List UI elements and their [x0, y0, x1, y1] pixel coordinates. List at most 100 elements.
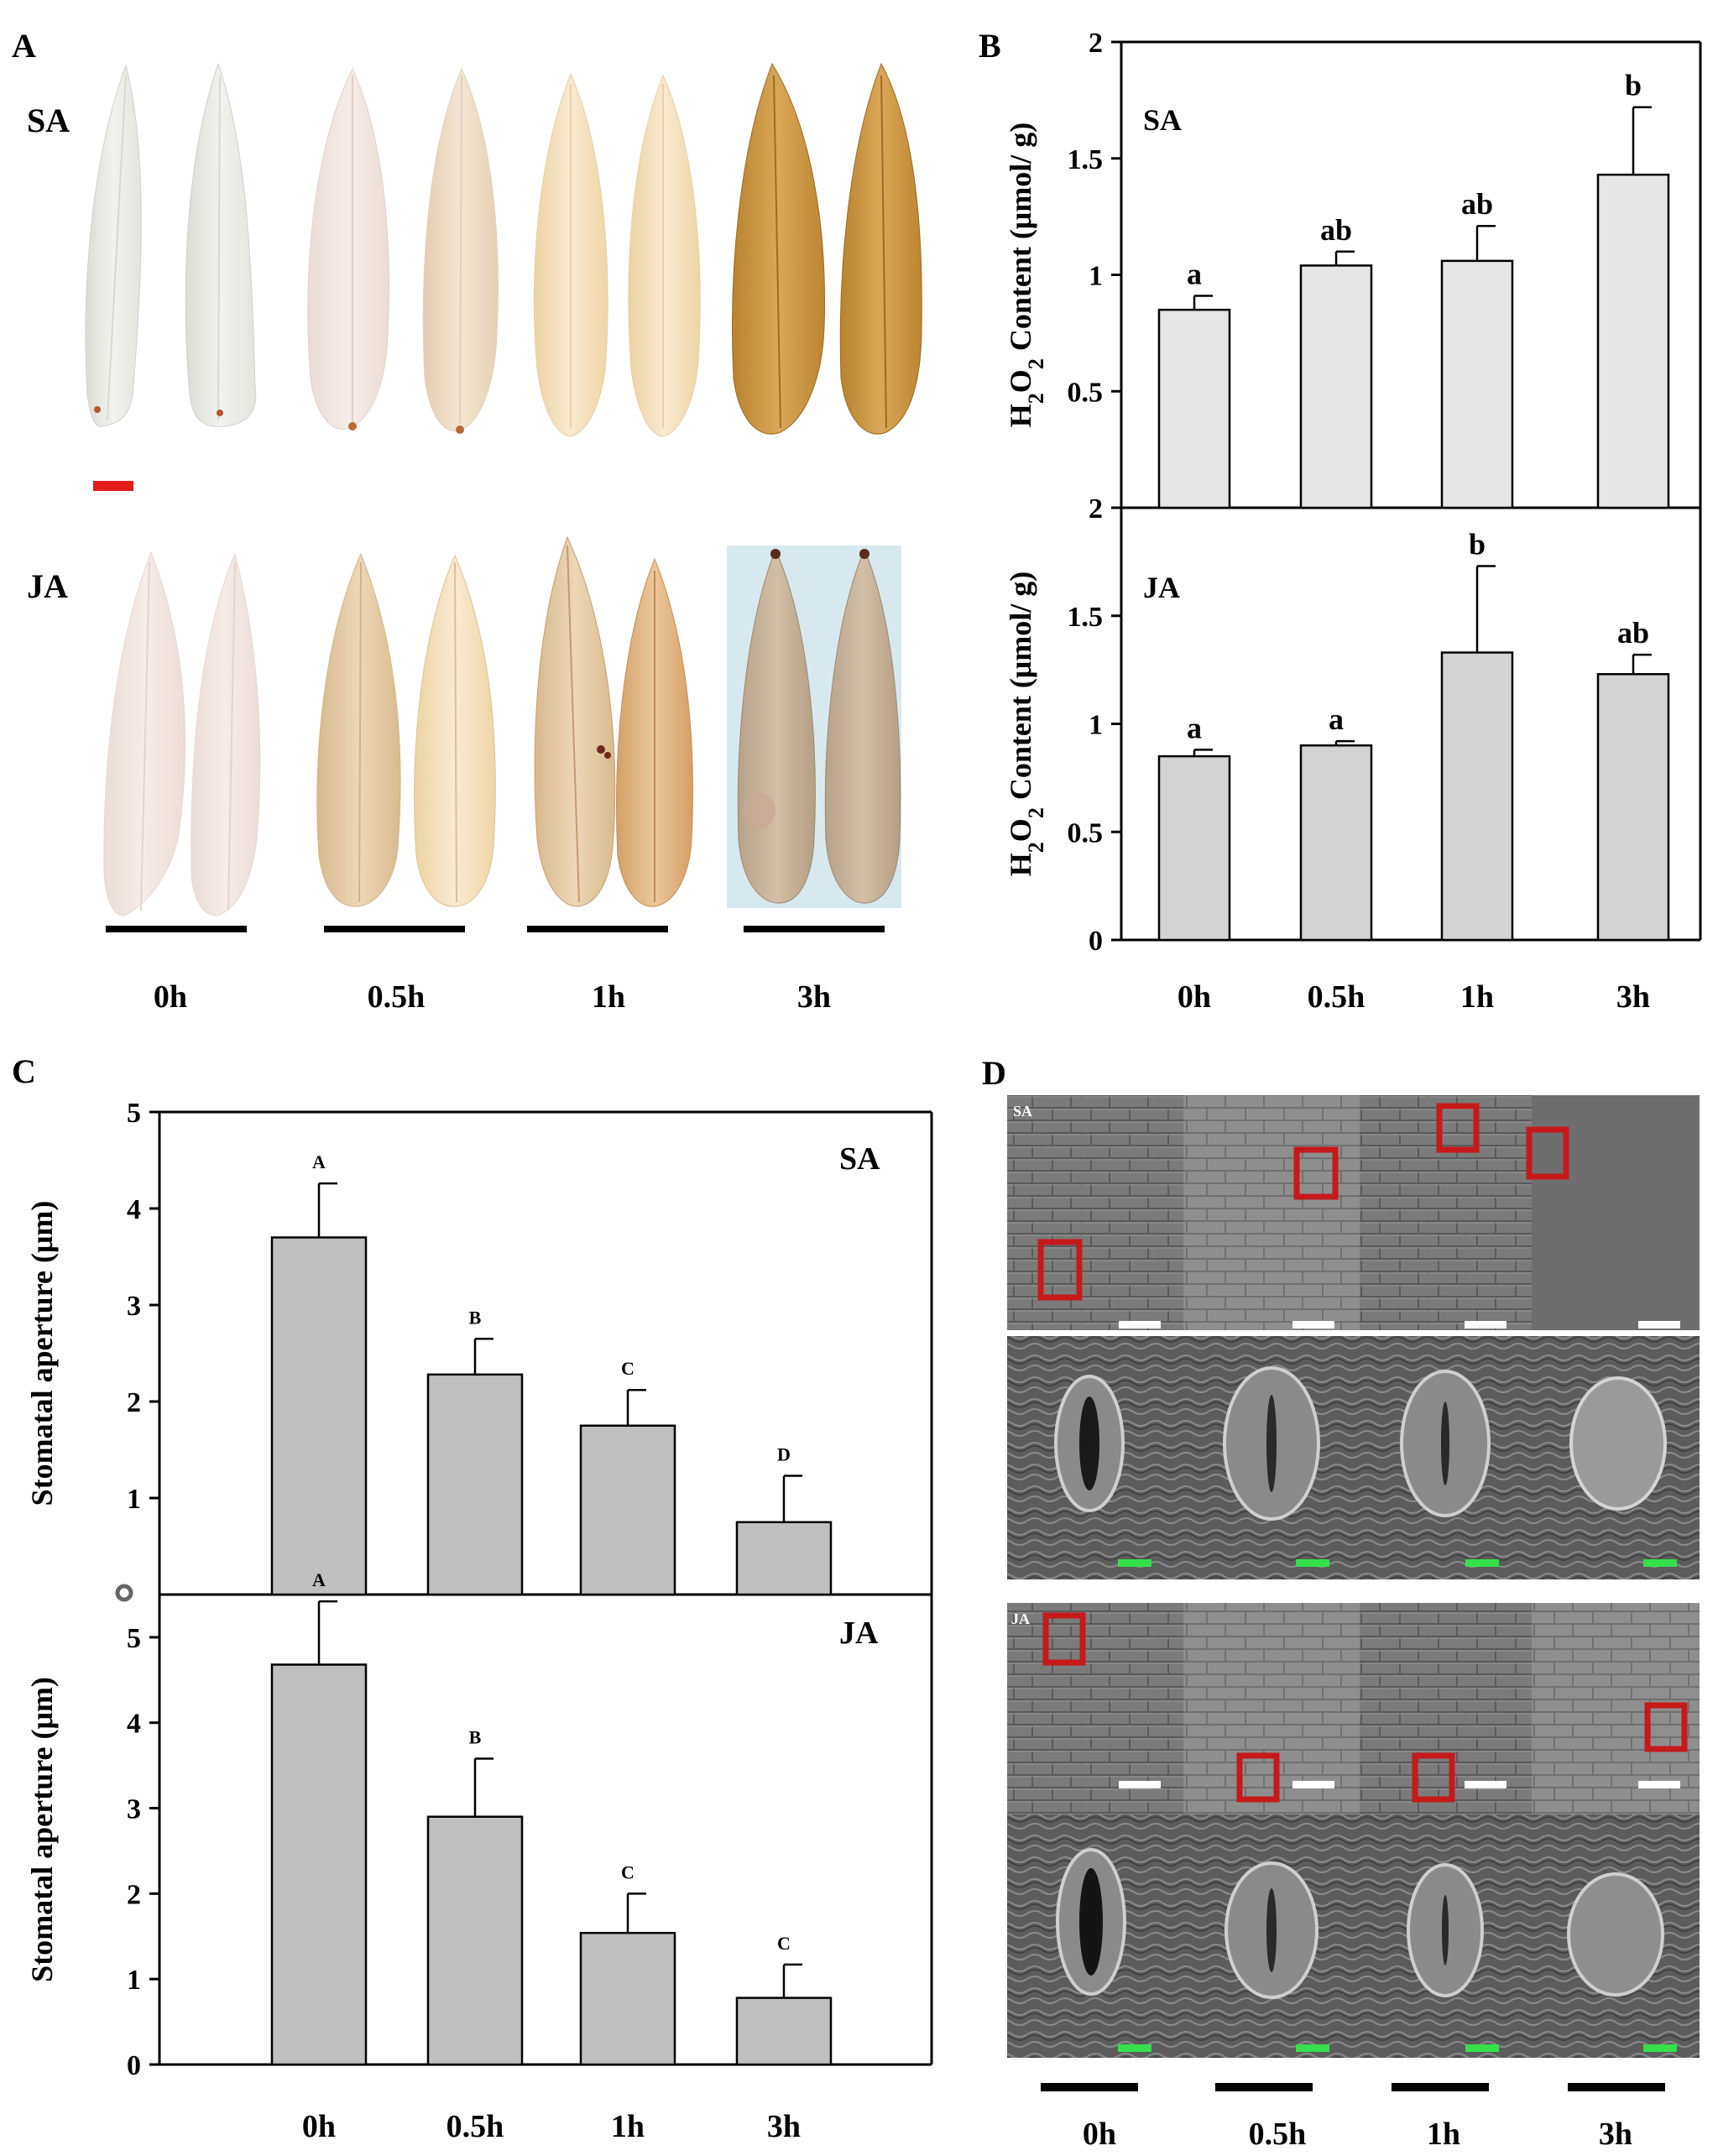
petal-photo-ja-3h — [727, 546, 901, 908]
panel-d-scale-bar-0-5h — [1215, 2083, 1313, 2091]
stoma-frame-ja-0h — [1042, 1612, 1086, 1666]
b-ja-x-tick-label: 0.5h — [1308, 979, 1366, 1015]
panel-a-time-label-2: 1h — [592, 979, 625, 1015]
panel-b-letter: B — [979, 27, 1001, 65]
panel-a-time-label-1: 0.5h — [368, 979, 426, 1015]
stoma-frame-ja-1h — [1412, 1752, 1455, 1803]
panel-d-ja-label: JA — [1011, 1610, 1030, 1627]
panel-d-time-label-1: 0.5h — [1249, 2117, 1307, 2152]
c-ja-treatment-label: JA — [839, 1616, 879, 1651]
stray-circle-mark — [115, 1584, 133, 1602]
sem-ja-closeup-row — [1007, 1814, 1700, 2058]
white-scale-bar-ja-0-5h — [1292, 1781, 1334, 1788]
green-scale-bar-sa-3h — [1643, 1559, 1677, 1567]
panel-a-time-label-0: 0h — [154, 979, 187, 1015]
chart-c-ja: 5 4 3 2 1 0 A 0h B 0.5h C 1h C 3h JA Stomatal aperture … — [25, 1569, 933, 2144]
petal-photo-sa-0h — [82, 59, 284, 453]
petal-photo-ja-0-5h — [316, 552, 496, 907]
b-sa-treatment-label: SA — [1143, 103, 1182, 137]
c-sa-ytick-label: 4 — [127, 1194, 141, 1225]
c-ja-bar — [426, 1815, 524, 2066]
c-ja-x-tick-label: 0.5h — [446, 2109, 504, 2144]
b-ja-x-tick-label: 3h — [1616, 979, 1650, 1015]
panel-a-row1-label: SA — [27, 102, 70, 139]
c-ja-ytick-label: 1 — [127, 1965, 141, 1996]
c-sa-bar — [579, 1424, 676, 1596]
panel-c-letter: C — [12, 1052, 36, 1090]
b-sa-bar — [1299, 264, 1373, 509]
chart-b-sa: 2 1.5 1 0.5 a ab ab b SA H2O2 Content (μmol/ g) — [1004, 28, 1702, 509]
white-scale-bar-sa-1h — [1465, 1321, 1507, 1329]
c-sa-bar — [270, 1236, 368, 1596]
sem-sa-closeup-row — [1007, 1336, 1700, 1579]
chart-c-sa: 5 4 3 2 1 A B C D SA Stomatal aperture (μm) — [25, 1098, 933, 1596]
b-ja-bar — [1596, 673, 1670, 942]
c-sa-y-axis-label: Stomatal aperture (μm) — [25, 1201, 59, 1506]
c-ja-ytick-label: 4 — [127, 1709, 141, 1740]
b-ja-x-tick-label: 1h — [1460, 979, 1494, 1015]
scale-bar-0h — [106, 926, 247, 932]
b-sa-bar — [1157, 308, 1231, 509]
white-scale-bar-ja-3h — [1638, 1781, 1680, 1788]
white-scale-bar-sa-0h — [1119, 1321, 1161, 1329]
b-ja-ytick-label: 2 — [1089, 493, 1103, 525]
c-sa-ytick-label: 1 — [127, 1484, 141, 1515]
c-sa-significance-letter: C — [621, 1358, 634, 1379]
b-ja-y-axis-label: H2O2 Content (μmol/ g) — [1004, 572, 1048, 876]
panel-d-scale-bar-3h — [1568, 2083, 1665, 2091]
green-scale-bar-ja-0h — [1118, 2044, 1151, 2052]
b-sa-significance-letter: b — [1625, 69, 1642, 102]
c-ja-bar — [270, 1663, 368, 2066]
panel-d-letter: D — [982, 1054, 1006, 1092]
panel-a: A SA JA — [12, 27, 922, 1015]
b-ja-significance-letter: ab — [1617, 616, 1649, 650]
b-ja-bar — [1157, 754, 1231, 942]
panel-d-time-label-0: 0h — [1083, 2117, 1116, 2152]
scale-bar-1h — [527, 926, 668, 932]
c-sa-ytick-label: 5 — [127, 1098, 141, 1129]
c-sa-ytick-label: 3 — [127, 1291, 141, 1322]
petal-photo-ja-0h — [103, 551, 261, 916]
b-sa-ytick-label: 2 — [1089, 28, 1103, 59]
panel-c: C 5 4 3 2 1 A B C D SA Stomatal aperture (μm) 5 4 3 2… — [12, 1052, 933, 2144]
b-sa-ytick-label: 1 — [1089, 261, 1103, 292]
b-sa-y-axis-label: H2O2 Content (μmol/ g) — [1004, 123, 1048, 427]
b-ja-bar — [1299, 744, 1373, 942]
panel-d-time-label-2: 1h — [1427, 2117, 1460, 2152]
c-ja-y-axis-label: Stomatal aperture (μm) — [25, 1677, 59, 1982]
green-scale-bar-sa-0-5h — [1296, 1559, 1329, 1567]
b-sa-significance-letter: ab — [1320, 213, 1352, 247]
b-ja-ytick-label: 1 — [1089, 710, 1103, 741]
c-ja-x-tick-label: 0h — [302, 2109, 336, 2144]
panel-d-sa-label: SA — [1013, 1103, 1032, 1120]
panel-d-time-label-3: 3h — [1599, 2117, 1632, 2152]
green-scale-bar-ja-0-5h — [1296, 2044, 1329, 2052]
panel-d-scale-bar-0h — [1041, 2083, 1138, 2091]
petal-photo-sa-1h — [533, 72, 701, 437]
stoma-frame-sa-0-5h — [1293, 1146, 1339, 1200]
c-sa-significance-letter: B — [469, 1307, 482, 1328]
c-ja-bar — [735, 1997, 833, 2066]
b-ja-ytick-label: 0 — [1089, 926, 1103, 957]
b-sa-ytick-label: 1.5 — [1068, 144, 1104, 175]
stoma-frame-sa-3h — [1526, 1126, 1569, 1180]
c-sa-significance-letter: A — [312, 1151, 326, 1172]
scale-bar-3h — [744, 926, 885, 932]
b-sa-ytick-label: 0.5 — [1068, 377, 1104, 408]
sem-sa-overview-row: SA — [1007, 1095, 1700, 1330]
c-ja-significance-letter: B — [469, 1726, 482, 1747]
c-ja-significance-letter: A — [312, 1569, 326, 1590]
red-scale-bar — [93, 481, 133, 491]
c-sa-significance-letter: D — [777, 1444, 791, 1465]
b-ja-significance-letter: b — [1469, 528, 1486, 561]
petal-photo-ja-1h — [534, 535, 693, 907]
b-sa-bar — [1440, 259, 1514, 509]
b-sa-bar — [1596, 173, 1670, 509]
c-ja-significance-letter: C — [621, 1861, 634, 1882]
c-sa-treatment-label: SA — [839, 1141, 880, 1177]
white-scale-bar-sa-0-5h — [1292, 1321, 1334, 1329]
b-sa-significance-letter: ab — [1461, 187, 1493, 221]
c-ja-significance-letter: C — [777, 1933, 791, 1954]
b-ja-ytick-label: 0.5 — [1068, 817, 1104, 848]
